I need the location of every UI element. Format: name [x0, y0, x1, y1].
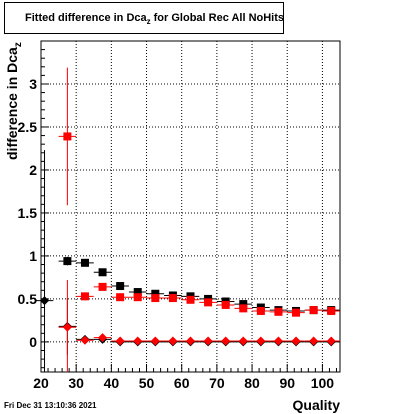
data-point: [116, 282, 125, 291]
y-tick-label: 0.5: [18, 291, 38, 307]
data-point: [256, 306, 265, 315]
data-point: [273, 336, 283, 346]
data-point: [203, 336, 213, 346]
data-point: [40, 296, 50, 306]
title-prefix: Fitted difference in Dca: [25, 12, 147, 24]
title-suffix: for Global Rec All NoHits: [153, 12, 285, 24]
data-point: [168, 294, 177, 303]
data-series: [58, 67, 340, 317]
y-tick-label: 2.5: [18, 119, 38, 135]
data-point: [221, 300, 230, 309]
data-point: [62, 322, 72, 332]
data-point: [221, 336, 231, 346]
data-point: [327, 306, 336, 315]
data-point: [98, 282, 107, 291]
x-tick-label: 50: [139, 375, 155, 391]
plot-frame: [40, 40, 341, 373]
data-point: [151, 289, 160, 298]
data-point: [80, 258, 89, 267]
y-tick-label: 2: [29, 162, 37, 178]
y-tick-label: 0: [29, 334, 37, 350]
data-point: [80, 335, 90, 345]
data-point: [292, 308, 301, 317]
title-subscript: z: [146, 17, 151, 26]
data-point: [256, 336, 266, 346]
data-point: [80, 292, 89, 301]
data-point: [239, 304, 248, 313]
data-point: [204, 298, 213, 307]
data-point: [151, 294, 160, 303]
data-point: [239, 300, 248, 309]
data-point: [98, 268, 107, 277]
data-point: [116, 293, 125, 302]
x-tick-label: 90: [279, 375, 295, 391]
x-tick-label: 100: [311, 375, 335, 391]
x-tick-label: 30: [68, 375, 84, 391]
x-axis-label: Quality: [293, 397, 341, 413]
data-point: [168, 336, 178, 346]
data-point: [274, 307, 283, 316]
data-point: [133, 293, 142, 302]
data-point: [63, 132, 72, 141]
timestamp: Fri Dec 31 13:10:36 2021: [4, 401, 97, 410]
data-point: [98, 333, 108, 343]
y-axis-label: difference in Dcaz: [4, 42, 24, 160]
x-tick-label: 20: [33, 375, 49, 391]
data-point: [309, 336, 319, 346]
data-point: [291, 336, 301, 346]
y-tick-label: 1.5: [18, 205, 38, 221]
data-point: [186, 295, 195, 304]
data-point: [63, 257, 72, 266]
data-point: [133, 288, 142, 297]
x-tick-label: 80: [244, 375, 260, 391]
data-point: [309, 306, 318, 315]
grid-layer: [41, 41, 340, 372]
data-series: [58, 280, 340, 372]
axis-layer: [40, 40, 341, 373]
y-tick-label: 3: [29, 76, 37, 92]
data-point: [238, 336, 248, 346]
data-point: [133, 336, 143, 346]
x-tick-label: 60: [174, 375, 190, 391]
y-tick-label: 1: [29, 248, 37, 264]
x-tick-label: 70: [209, 375, 225, 391]
data-point: [186, 336, 195, 346]
data-layer: [35, 67, 340, 372]
data-point: [115, 336, 125, 346]
data-point: [326, 336, 336, 346]
title-box: Fitted difference in Dcaz for Global Rec …: [4, 2, 284, 34]
label-layer: 20 30 40 50 60 70 80 90 100 0 0.5 1 1.5 2 2.5 3 Quality d…: [4, 42, 340, 413]
data-point: [150, 336, 160, 346]
x-tick-label: 40: [104, 375, 120, 391]
chart-title: Fitted difference in Dcaz for Global Rec …: [25, 12, 285, 26]
